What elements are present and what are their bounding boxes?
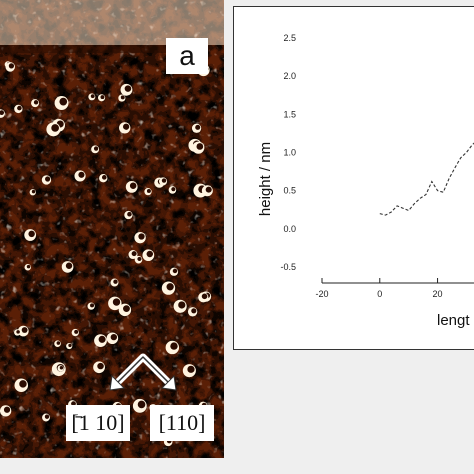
surface-pit-core — [74, 329, 79, 334]
surface-pit-core — [146, 188, 151, 193]
surface-pit-core — [110, 333, 117, 341]
double-arrow-icon — [109, 353, 177, 391]
surface-pit-core — [146, 250, 154, 258]
surface-pit-core — [8, 63, 15, 69]
surface-pit-core — [137, 256, 142, 262]
surface-pit-core — [187, 365, 195, 373]
surface-pit-core — [28, 230, 35, 238]
surface-pit-core — [31, 189, 36, 194]
surface-pit-core — [3, 406, 11, 413]
surface-pit-core — [112, 298, 121, 306]
y-tick-label: 1.5 — [283, 109, 296, 119]
y-tick-label: 2.0 — [283, 71, 296, 81]
surface-pit-core — [171, 187, 176, 192]
surface-pit-core — [113, 279, 118, 284]
afm-image: a [̄1 10] [110] — [0, 0, 224, 458]
surface-pit-core — [124, 85, 132, 92]
surface-pit-core — [127, 211, 132, 217]
surface-pit-core — [33, 100, 39, 105]
surface-pit-core — [93, 146, 99, 151]
surface-pit-core — [78, 171, 85, 178]
surface-pit-core — [59, 97, 68, 106]
y-axis-label: height / nm — [257, 142, 274, 216]
surface-pit-core — [120, 95, 125, 100]
y-tick-label: 0.0 — [283, 224, 296, 234]
afm-texture — [0, 0, 224, 458]
surface-pit-core — [196, 143, 204, 150]
surface-pit-core — [172, 268, 178, 274]
surface-pit-core — [123, 123, 130, 130]
surface-pit-core — [98, 335, 106, 343]
direction-label-left: [̄1 10] — [66, 405, 130, 441]
x-tick-label: 0 — [377, 289, 382, 299]
x-tick-label: -20 — [315, 289, 328, 299]
direction-label-right: [110] — [150, 405, 214, 441]
surface-pit-core — [51, 124, 59, 132]
surface-pit-core — [0, 110, 5, 116]
surface-pit-core — [97, 362, 104, 370]
x-axis-label: lengt — [437, 312, 470, 329]
x-tick-label: 20 — [433, 289, 443, 299]
surface-pit-core — [90, 303, 95, 308]
surface-pit-core — [71, 401, 76, 407]
plot-axes — [321, 278, 474, 284]
surface-pit-core — [45, 176, 51, 182]
surface-pit-core — [137, 400, 146, 409]
surface-pit-core — [26, 264, 31, 269]
surface-pit-core — [205, 186, 212, 193]
surface-pit-core — [131, 251, 137, 257]
y-tick-label: 0.5 — [283, 186, 296, 196]
panel-label: a — [166, 38, 208, 74]
surface-pit-core — [100, 95, 105, 100]
surface-pit-core — [21, 327, 28, 333]
surface-pit-core — [56, 341, 61, 345]
surface-pit-core — [138, 233, 145, 240]
height-profile-plot: -0.50.00.51.01.52.02.5 -200204060 height… — [233, 6, 474, 350]
surface-pit-core — [65, 262, 73, 269]
surface-pit-core — [170, 342, 178, 350]
plot-canvas: -0.50.00.51.01.52.02.5 -200204060 height… — [257, 33, 474, 329]
surface-pit-core — [161, 178, 167, 183]
surface-pit-core — [90, 94, 95, 99]
surface-pit-core — [123, 305, 130, 313]
y-tick-label: 2.5 — [283, 33, 296, 43]
surface-pits — [0, 61, 213, 447]
surface-pit-core — [129, 182, 137, 189]
surface-pit-core — [59, 366, 64, 370]
y-tick-labels: -0.5 0.0 0.5 1.0 1.5 2.0 2.5 — [280, 33, 296, 272]
surface-pit-core — [195, 124, 201, 130]
surface-pit-core — [68, 343, 72, 348]
surface-pit-core — [166, 283, 174, 291]
surface-pit-core — [17, 105, 22, 111]
x-tick-labels: -200204060 — [315, 289, 443, 299]
surface-pit-core — [201, 293, 208, 300]
surface-pit-core — [101, 175, 107, 180]
surface-pit-core — [16, 330, 20, 334]
surface-pit-core — [19, 380, 27, 388]
surface-pit-core — [44, 414, 50, 419]
series-line — [379, 142, 474, 216]
y-tick-label: 1.0 — [283, 148, 296, 158]
surface-pit-core — [191, 308, 197, 314]
y-tick-label: -0.5 — [280, 262, 296, 272]
surface-pit-core — [178, 301, 186, 309]
